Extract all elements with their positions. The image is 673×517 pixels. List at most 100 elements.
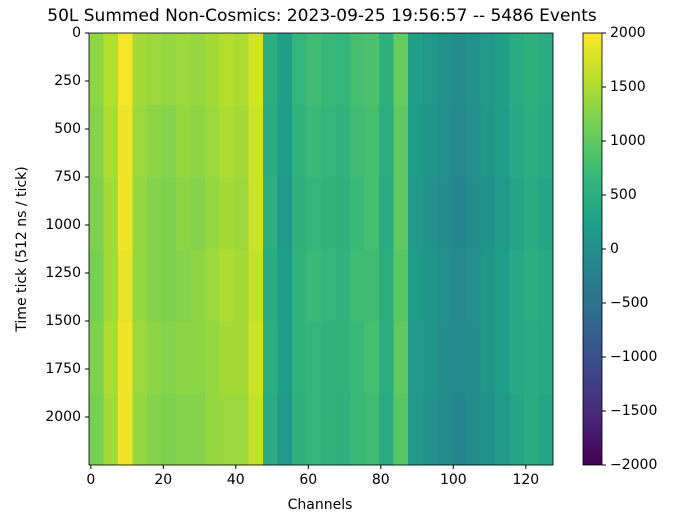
heatmap-cell <box>321 105 336 178</box>
heatmap-cell <box>437 33 452 106</box>
heatmap-cell <box>219 177 235 250</box>
heatmap-cell <box>132 105 148 178</box>
heatmap-cell <box>89 177 104 250</box>
heatmap-cell <box>161 177 177 250</box>
heatmap-cell <box>89 393 104 466</box>
heatmap-cell <box>103 177 119 250</box>
colorbar-tick-label: 2000 <box>610 25 646 41</box>
heatmap-cell <box>335 249 351 322</box>
heatmap-cell <box>248 393 264 466</box>
heatmap-cell <box>306 321 322 394</box>
heatmap-cell <box>103 33 119 106</box>
heatmap-cell <box>118 249 133 322</box>
heatmap-cell <box>495 249 510 322</box>
heatmap-cell <box>422 33 438 106</box>
colorbar-tick-label: −1500 <box>610 403 657 419</box>
heatmap-cell <box>480 105 496 178</box>
heatmap-cell <box>306 177 322 250</box>
heatmap-cell <box>538 105 554 178</box>
heatmap-cell <box>509 321 525 394</box>
heatmap-cell <box>480 249 496 322</box>
heatmap-cell <box>118 321 133 394</box>
heatmap-cell <box>176 321 191 394</box>
heatmap-cell <box>234 105 249 178</box>
heatmap-cell <box>408 249 423 322</box>
heatmap-cell <box>205 33 220 106</box>
heatmap-cell <box>190 249 206 322</box>
heatmap-cell <box>132 321 148 394</box>
heatmap-cell <box>306 249 322 322</box>
plot-frame <box>88 32 554 466</box>
colorbar-tick-label: 500 <box>610 187 637 203</box>
heatmap-cell <box>335 105 351 178</box>
heatmap-cell <box>379 177 394 250</box>
heatmap-cell <box>118 33 133 106</box>
heatmap-cell <box>422 393 438 466</box>
heatmap-cell <box>408 321 423 394</box>
heatmap-cell <box>277 177 293 250</box>
y-tick-label: 1750 <box>45 361 81 377</box>
colorbar-tick-label: 0 <box>610 241 619 257</box>
heatmap-cell <box>393 177 409 250</box>
heatmap-cell <box>205 393 220 466</box>
heatmap-cell <box>263 321 278 394</box>
heatmap-cell <box>161 249 177 322</box>
heatmap-cell <box>466 33 481 106</box>
heatmap-cell <box>364 105 380 178</box>
heatmap-cell <box>292 177 307 250</box>
heatmap-cell <box>451 393 467 466</box>
heatmap-cell <box>219 321 235 394</box>
heatmap-cell <box>437 321 452 394</box>
heatmap-cell <box>422 321 438 394</box>
heatmap-cell <box>132 393 148 466</box>
heatmap-cell <box>393 249 409 322</box>
heatmap-cell <box>495 177 510 250</box>
y-tick-label: 2000 <box>45 409 81 425</box>
heatmap-cell <box>451 321 467 394</box>
heatmap-cell <box>335 321 351 394</box>
heatmap-cell <box>364 321 380 394</box>
heatmap-cell <box>335 177 351 250</box>
heatmap-cell <box>393 105 409 178</box>
heatmap-cell <box>277 249 293 322</box>
heatmap-cell <box>350 105 365 178</box>
heatmap-cell <box>277 393 293 466</box>
heatmap-cell <box>524 33 539 106</box>
heatmap-cell <box>451 249 467 322</box>
heatmap-cell <box>147 33 162 106</box>
heatmap-cell <box>524 321 539 394</box>
heatmap-cell <box>364 393 380 466</box>
heatmap-cell <box>292 33 307 106</box>
heatmap-cell <box>408 393 423 466</box>
heatmap-cell <box>147 105 162 178</box>
heatmap-cell <box>219 393 235 466</box>
heatmap-cell <box>176 105 191 178</box>
heatmap-cell <box>509 393 525 466</box>
heatmap-cell <box>147 321 162 394</box>
heatmap-cell <box>321 393 336 466</box>
heatmap-cell <box>393 321 409 394</box>
heatmap-cell <box>263 33 278 106</box>
heatmap-cell <box>408 177 423 250</box>
heatmap-cell <box>103 321 119 394</box>
chart-title: 50L Summed Non-Cosmics: 2023-09-25 19:56… <box>47 6 597 26</box>
heatmap-cell <box>219 105 235 178</box>
heatmap-cell <box>205 177 220 250</box>
heatmap-cell <box>147 393 162 466</box>
x-tick-label: 20 <box>154 472 172 488</box>
heatmap-cell <box>509 33 525 106</box>
heatmap-cell <box>248 249 264 322</box>
heatmap-cell <box>292 105 307 178</box>
heatmap-cell <box>350 393 365 466</box>
heatmap-cell <box>350 321 365 394</box>
heatmap-cell <box>234 177 249 250</box>
heatmap-cell <box>422 105 438 178</box>
y-tick-label: 0 <box>72 25 81 41</box>
heatmap-cell <box>393 393 409 466</box>
heatmap-cell <box>466 393 481 466</box>
y-tick-label: 750 <box>54 169 81 185</box>
heatmap-cell <box>190 177 206 250</box>
heatmap-cell <box>379 249 394 322</box>
x-axis-label: Channels <box>288 497 353 513</box>
heatmap-cell <box>263 393 278 466</box>
